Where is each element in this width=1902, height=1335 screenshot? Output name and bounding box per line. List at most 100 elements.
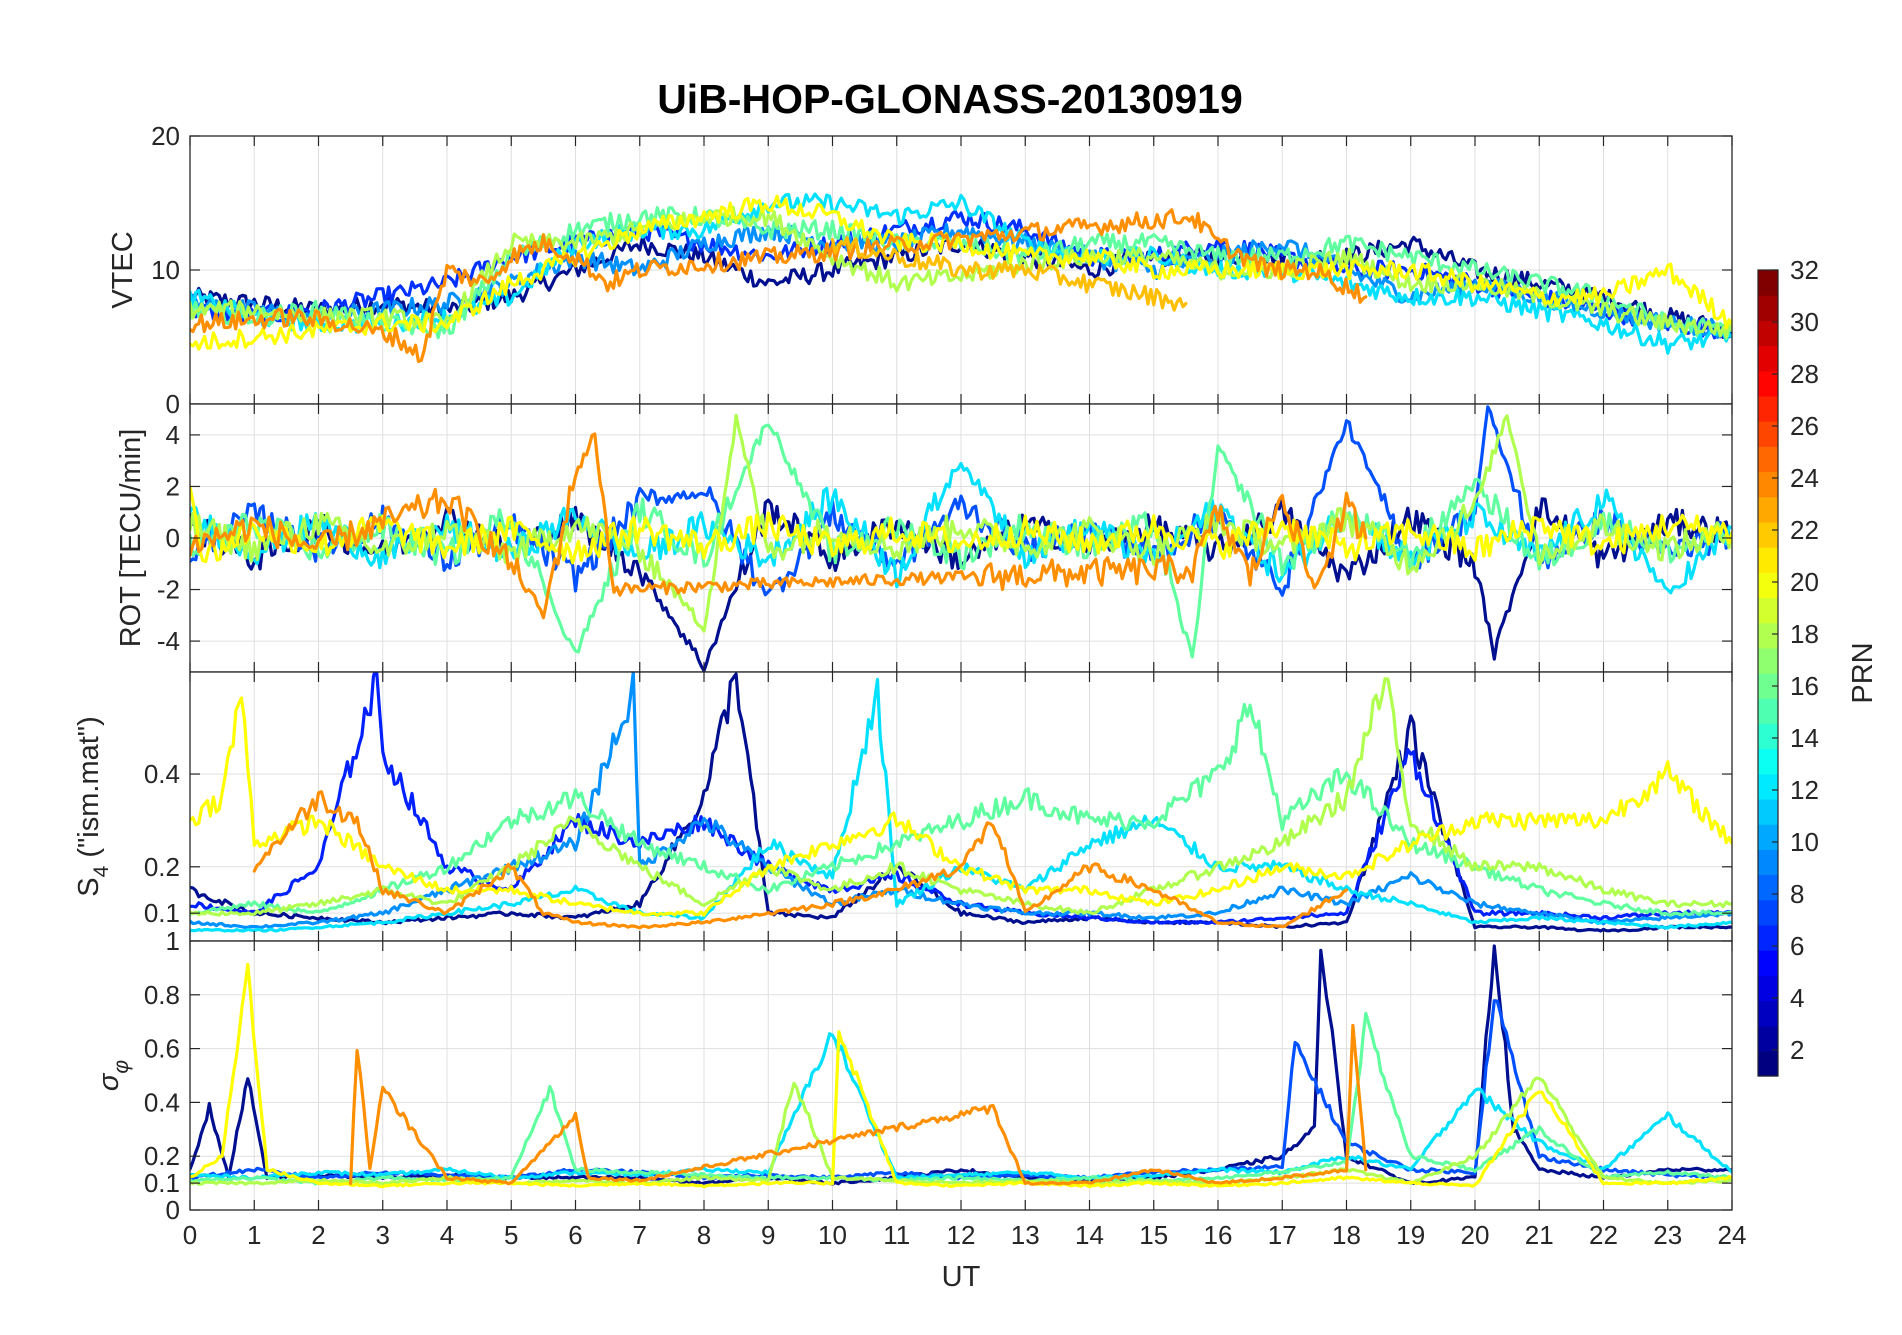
colorbar-tick-label: 28 [1790, 359, 1819, 389]
x-tick-label: 0 [183, 1220, 197, 1250]
colorbar-segment [1758, 270, 1778, 296]
colorbar-segment [1758, 723, 1778, 750]
y-tick-label: 10 [151, 255, 180, 285]
x-axis-label: UT [942, 1261, 981, 1293]
colorbar-tick-label: 8 [1790, 879, 1804, 909]
colorbar-segment [1758, 547, 1778, 573]
colorbar-tick-label: 18 [1790, 619, 1819, 649]
series-line-prn-23 [349, 1023, 1368, 1186]
colorbar-segment [1758, 673, 1778, 699]
colorbar-segment [1758, 773, 1778, 800]
series-group [190, 672, 1732, 933]
colorbar-segment [1758, 446, 1778, 473]
x-tick-label: 21 [1525, 1220, 1554, 1250]
colorbar-segment [1758, 622, 1778, 649]
colorbar-tick-label: 22 [1790, 515, 1819, 545]
y-tick-label: 4 [166, 420, 180, 450]
colorbar-segment [1758, 295, 1778, 321]
colorbar-tick-label: 24 [1790, 463, 1819, 493]
colorbar-segment [1758, 975, 1778, 1002]
y-tick-label: 0.2 [144, 852, 180, 882]
panel-s4: 0.1 0.2 0.4 S4 ("ism.mat") [73, 671, 1733, 942]
x-tick-label: 24 [1718, 1220, 1747, 1250]
colorbar-segment [1758, 521, 1778, 548]
colorbar-segment [1758, 345, 1778, 372]
colorbar-segment [1758, 1050, 1778, 1077]
colorbar-segment [1758, 647, 1778, 674]
colorbar-segment [1758, 924, 1778, 951]
colorbar-tick-label: 14 [1790, 723, 1819, 753]
x-tick-label: 3 [376, 1220, 390, 1250]
y-tick-label: 0.8 [144, 980, 180, 1010]
colorbar-tick-label: 32 [1790, 255, 1819, 285]
x-tick-label: 4 [440, 1220, 454, 1250]
series-line-prn-20 [190, 696, 1732, 917]
series-line-prn-18 [190, 205, 1732, 339]
x-tick-label: 11 [883, 1220, 910, 1250]
x-tick-label: 23 [1653, 1220, 1682, 1250]
colorbar-segment [1758, 471, 1778, 498]
x-axis-tick-labels: 0 1 2 3 4 5 6 7 8 9 10 11 12 13 14 15 16 17 18 19 20 21 22 23 24 [183, 1220, 1747, 1250]
colorbar-segment [1758, 698, 1778, 724]
series-line-prn-23 [190, 432, 1368, 620]
y-axis-label: σφ [93, 1060, 133, 1092]
y-tick-label: -4 [157, 626, 180, 656]
y-tick-label: 0.4 [144, 759, 180, 789]
x-tick-label: 7 [633, 1220, 647, 1250]
x-tick-label: 14 [1075, 1220, 1104, 1250]
y-tick-label: 2 [166, 471, 180, 501]
colorbar-tick-label: 6 [1790, 931, 1804, 961]
colorbar-segment [1758, 320, 1778, 347]
y-tick-label: 0 [166, 389, 180, 419]
series-line-prn-18 [190, 677, 1732, 917]
series-line-prn-9 [190, 221, 1732, 339]
x-tick-label: 6 [568, 1220, 582, 1250]
chart-title: UiB-HOP-GLONASS-20130919 [657, 76, 1243, 122]
x-tick-label: 20 [1461, 1220, 1490, 1250]
series-line-prn-20 [190, 962, 1732, 1189]
colorbar-segment [1758, 1000, 1778, 1027]
x-tick-label: 9 [761, 1220, 775, 1250]
colorbar-segment [1758, 748, 1778, 775]
panel-sigma-phi: 00.10.2 0.4 0.6 0.8 1 σφ [93, 926, 1733, 1225]
y-tick-label: 0.1 [144, 1168, 180, 1198]
x-tick-label: 13 [1011, 1220, 1040, 1250]
colorbar-segment [1758, 899, 1778, 926]
y-tick-label: 0 [166, 1195, 180, 1225]
y-axis-label: S4 ("ism.mat") [73, 716, 113, 897]
colorbar-tick-label: 4 [1790, 983, 1804, 1013]
x-tick-label: 2 [311, 1220, 325, 1250]
x-tick-label: 16 [1204, 1220, 1233, 1250]
series-line-prn-20 [190, 194, 1732, 351]
y-tick-label: 0.2 [144, 1141, 180, 1171]
colorbar-segment [1758, 395, 1778, 422]
colorbar-tick-label: 12 [1790, 775, 1819, 805]
x-tick-label: 18 [1332, 1220, 1361, 1250]
colorbar-tick-label: 26 [1790, 411, 1819, 441]
y-tick-label: 20 [151, 121, 180, 151]
colorbar-segment [1758, 370, 1778, 397]
colorbar-tick-label: 2 [1790, 1035, 1804, 1065]
colorbar-segment [1758, 824, 1778, 850]
x-tick-label: 5 [504, 1220, 518, 1250]
colorbar-segment [1758, 572, 1778, 599]
series-line-prn-23 [252, 790, 1349, 930]
series-line-prn-22 [830, 236, 1188, 312]
colorbar-segment [1758, 1025, 1778, 1052]
y-axis-label: VTEC [107, 231, 139, 308]
x-tick-label: 12 [947, 1220, 976, 1250]
colorbar-segment [1758, 849, 1778, 876]
x-tick-label: 22 [1589, 1220, 1618, 1250]
colorbar-segment [1758, 421, 1778, 447]
series-line-prn-16 [190, 205, 1732, 341]
y-tick-label: 0.4 [144, 1087, 180, 1117]
series-group [190, 405, 1732, 672]
series-line-prn-18 [190, 413, 1732, 633]
colorbar-label: PRN [1847, 642, 1879, 703]
colorbar-segment [1758, 874, 1778, 901]
y-tick-label: 1 [166, 926, 180, 956]
colorbar-segment [1758, 597, 1778, 624]
y-axis-label: ROT [TECU/min] [115, 429, 147, 648]
